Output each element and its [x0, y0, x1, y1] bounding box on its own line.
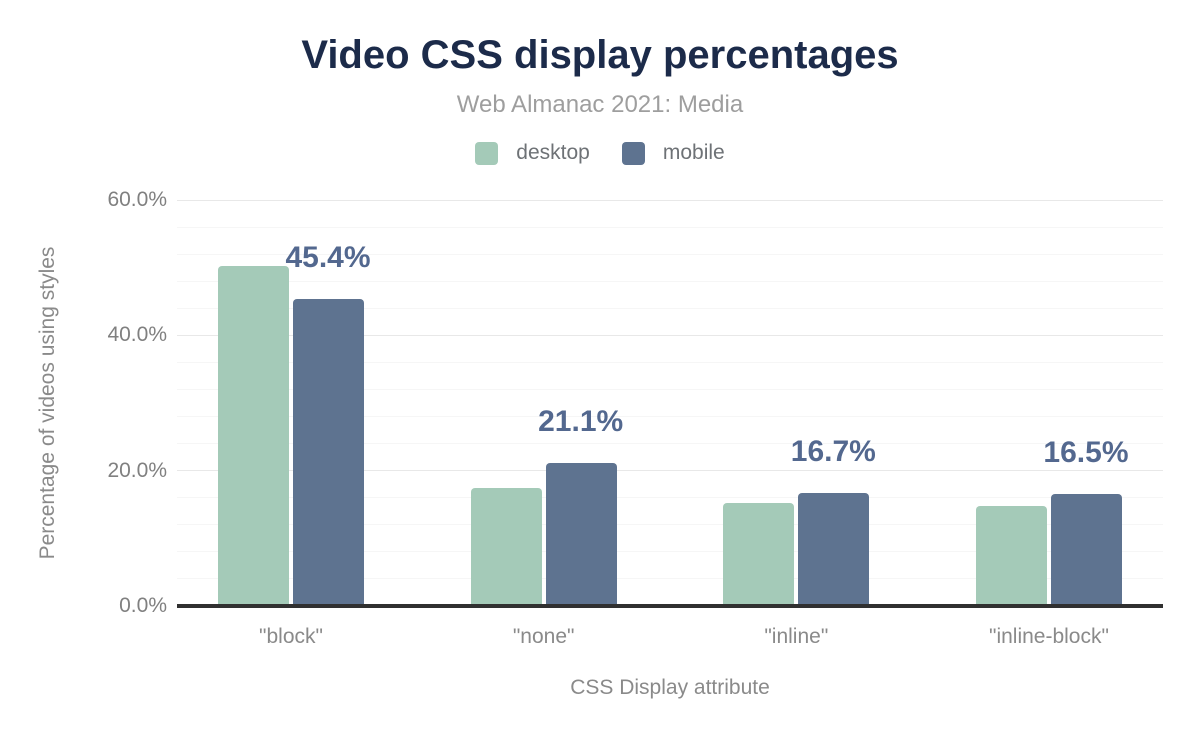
minor-gridline-24 — [177, 443, 1163, 445]
y-tick-label-200: 20.0% — [107, 458, 167, 482]
chart-title: Video CSS display percentages — [301, 33, 899, 77]
x-tick-label-inline: "inline" — [764, 625, 829, 648]
y-tick-label-400: 40.0% — [107, 323, 167, 347]
legend-label-desktop: desktop — [516, 141, 590, 164]
plot-area: 45.4% 21.1% 16.7% 16.5% — [177, 199, 1163, 608]
bar-group-none: 21.1% — [470, 200, 623, 606]
x-axis-line — [177, 604, 1163, 608]
legend-swatch-mobile-icon — [621, 141, 645, 165]
minor-gridline-12 — [177, 524, 1163, 526]
major-gridline-40 — [177, 334, 1163, 336]
minor-gridline-32 — [177, 388, 1163, 390]
minor-gridline-36 — [177, 361, 1163, 363]
bars-container: 45.4% 21.1% 16.7% 16.5% — [177, 200, 1163, 606]
bar-mobile-none — [545, 463, 617, 606]
legend-label-mobile: mobile — [662, 141, 725, 164]
x-axis-title: CSS Display attribute — [570, 676, 770, 699]
x-tick-label-block: "block" — [259, 625, 323, 648]
legend: desktop mobile — [0, 141, 1200, 165]
bar-mobile-inline-block — [1050, 494, 1122, 606]
minor-gridline-8 — [177, 551, 1163, 553]
y-axis-title: Percentage of videos using styles — [36, 246, 59, 560]
minor-gridline-28 — [177, 416, 1163, 418]
data-label-inline-block: 16.5% — [1043, 436, 1129, 470]
x-tick-labels: "block" "none" "inline" "inline-block" — [177, 625, 1163, 649]
bar-mobile-block — [293, 298, 364, 606]
bar-group-inline: 16.7% — [723, 200, 876, 606]
legend-swatch-desktop-icon — [475, 141, 499, 165]
y-tick-label-600: 60.0% — [107, 188, 167, 211]
chart-subtitle: Web Almanac 2021: Media — [456, 91, 744, 118]
major-gridline-60 — [177, 199, 1163, 201]
legend-item-desktop: desktop — [475, 141, 590, 165]
bar-desktop-inline-block — [975, 505, 1047, 606]
x-tick-label-none: "none" — [512, 625, 575, 648]
bar-desktop-none — [470, 487, 542, 606]
minor-gridline-16 — [177, 497, 1163, 499]
minor-gridline-48 — [177, 280, 1163, 282]
bar-desktop-block — [218, 265, 289, 606]
data-label-none: 21.1% — [538, 405, 624, 439]
data-label-block: 45.4% — [285, 240, 371, 274]
x-tick-label-inline-block: "inline-block" — [988, 625, 1109, 648]
y-tick-label-00: 0.0% — [119, 594, 167, 617]
bar-group-block: 45.4% — [218, 200, 371, 606]
minor-gridline-4 — [177, 578, 1163, 580]
bar-desktop-inline — [723, 502, 795, 606]
major-gridline-20 — [177, 470, 1163, 472]
minor-gridline-56 — [177, 226, 1163, 228]
data-label-inline: 16.7% — [790, 435, 876, 468]
minor-gridline-52 — [177, 253, 1163, 255]
bar-group-inline-block: 16.5% — [975, 200, 1129, 606]
legend-item-mobile: mobile — [621, 141, 725, 165]
bar-mobile-inline — [798, 493, 870, 606]
minor-gridline-44 — [177, 307, 1163, 309]
